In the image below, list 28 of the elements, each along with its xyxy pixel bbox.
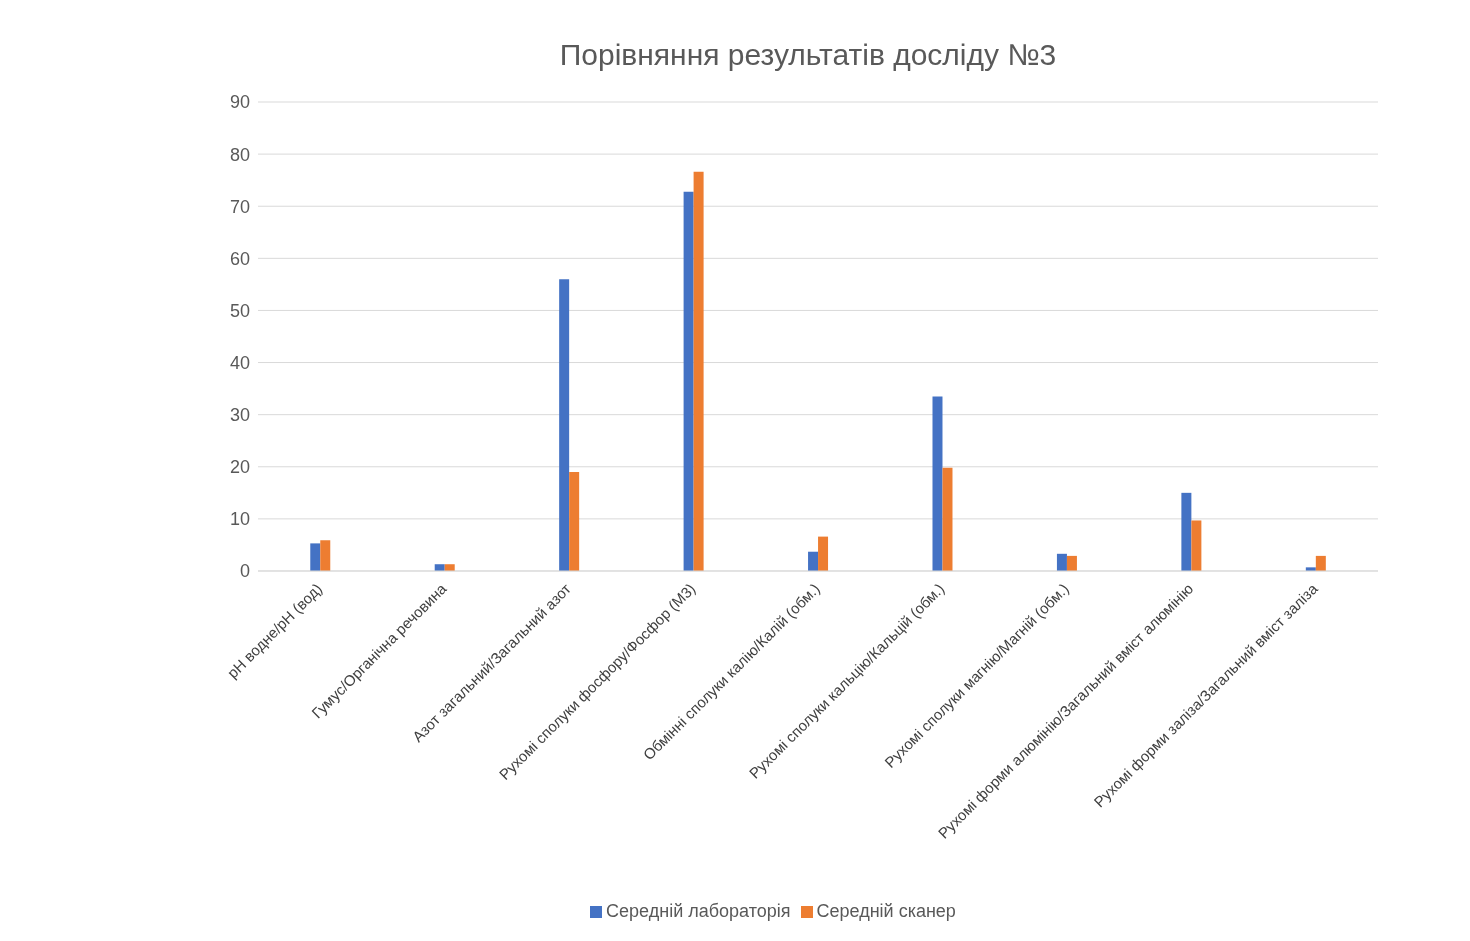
y-tick-label: 10	[229, 509, 250, 530]
bar	[1056, 553, 1067, 571]
y-tick-label: 50	[229, 300, 250, 321]
y-tick-label: 20	[229, 457, 250, 478]
bar	[559, 279, 570, 571]
y-tick-label: 30	[229, 405, 250, 426]
bar	[693, 171, 704, 571]
y-tick-label: 90	[229, 92, 250, 113]
bar	[683, 191, 694, 571]
y-tick-label: 80	[229, 144, 250, 165]
legend-label: Середній сканер	[816, 901, 956, 921]
chart-title: Порівняння результатів досліду №3	[558, 37, 1058, 73]
bar	[320, 540, 331, 571]
bar	[569, 471, 580, 571]
bar	[310, 543, 321, 571]
bar	[932, 396, 943, 571]
bar	[1181, 492, 1192, 571]
y-tick-label: 40	[229, 352, 250, 373]
bar	[818, 536, 829, 571]
bar	[1066, 555, 1077, 571]
bar	[942, 467, 953, 571]
bar	[808, 551, 819, 571]
bar	[1191, 520, 1202, 571]
y-tick-label: 0	[239, 561, 250, 582]
legend-label: Середній лабораторія	[606, 901, 791, 921]
y-tick-label: 60	[229, 248, 250, 269]
y-tick-label: 70	[229, 196, 250, 217]
bar	[1315, 555, 1326, 571]
